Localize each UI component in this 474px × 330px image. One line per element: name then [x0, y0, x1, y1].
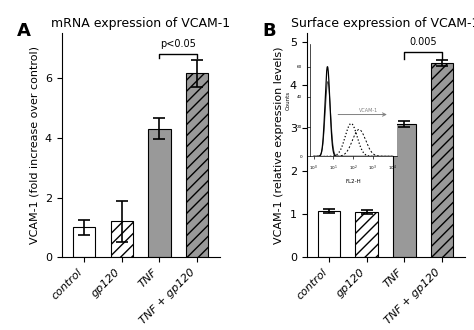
Y-axis label: VCAM-1 (relative expression levels): VCAM-1 (relative expression levels): [274, 47, 284, 244]
Title: mRNA expression of VCAM-1: mRNA expression of VCAM-1: [51, 17, 230, 30]
Bar: [431, 63, 453, 257]
Bar: [393, 124, 416, 257]
Text: p<0.05: p<0.05: [160, 40, 196, 50]
Bar: [318, 211, 340, 257]
Y-axis label: VCAM-1 (fold increase over control): VCAM-1 (fold increase over control): [29, 46, 39, 244]
Bar: [148, 129, 171, 257]
Bar: [356, 212, 378, 257]
Bar: [73, 227, 95, 257]
Text: 0.005: 0.005: [410, 37, 437, 47]
Text: B: B: [262, 22, 276, 40]
Title: Surface expression of VCAM-1: Surface expression of VCAM-1: [292, 17, 474, 30]
Bar: [186, 73, 209, 257]
Text: A: A: [18, 22, 31, 40]
Bar: [110, 221, 133, 257]
